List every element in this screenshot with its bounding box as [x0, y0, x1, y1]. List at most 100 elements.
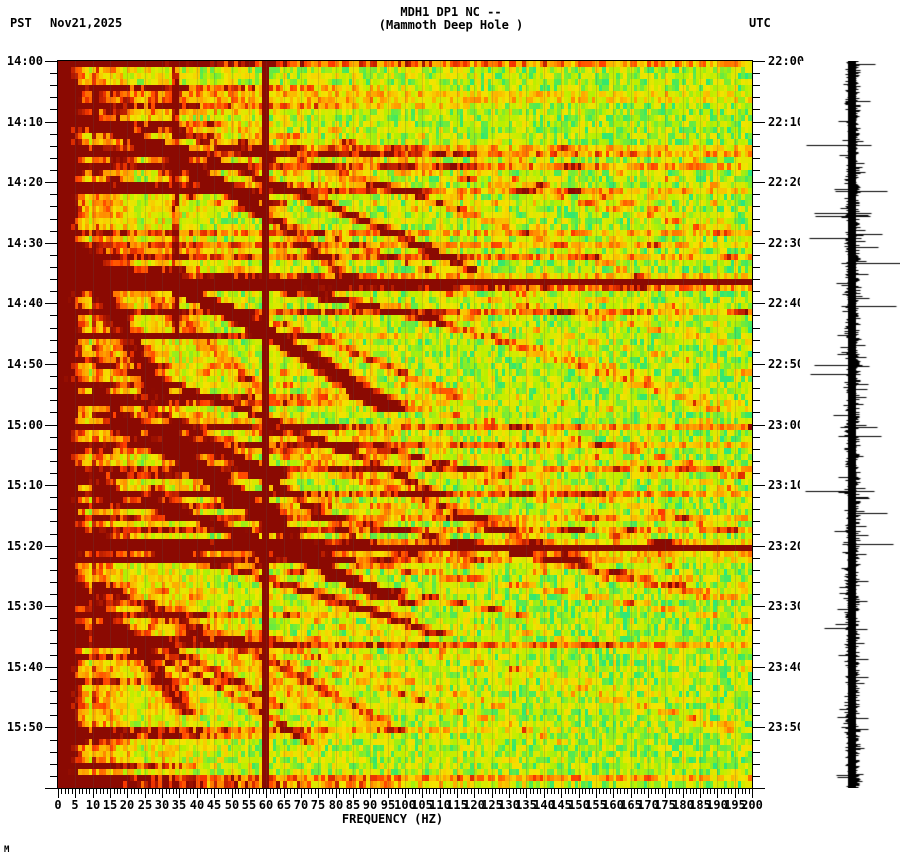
timezone-right-label: UTC [749, 16, 771, 30]
frequency-tick [72, 789, 73, 794]
time-tick-right [753, 473, 760, 474]
frequency-tick [384, 789, 385, 794]
time-tick-left [45, 788, 57, 789]
time-tick-left [50, 740, 57, 741]
frequency-tick [245, 789, 246, 794]
time-tick-right [753, 679, 760, 680]
time-tick-left [50, 655, 57, 656]
time-tick-left [50, 497, 57, 498]
time-tick-left [45, 667, 57, 668]
frequency-label: 10 [85, 798, 101, 812]
frequency-tick [308, 789, 309, 794]
frequency-tick [568, 789, 569, 794]
time-tick-left [45, 182, 57, 183]
time-label-pst: 15:40 [6, 660, 43, 674]
time-tick-right [753, 255, 760, 256]
frequency-tick [197, 789, 198, 798]
frequency-tick [679, 789, 680, 794]
time-tick-left [45, 303, 57, 304]
time-tick-right [753, 461, 760, 462]
time-tick-right [753, 546, 765, 547]
time-tick-left [50, 340, 57, 341]
frequency-tick [249, 789, 250, 798]
frequency-tick [443, 789, 444, 794]
time-tick-left [50, 643, 57, 644]
frequency-label: 50 [224, 798, 240, 812]
time-tick-right [753, 509, 760, 510]
frequency-tick [169, 789, 170, 794]
time-tick-right [753, 376, 760, 377]
frequency-tick [665, 789, 666, 798]
time-tick-left [50, 715, 57, 716]
time-label-pst: 15:30 [6, 599, 43, 613]
time-tick-left [50, 170, 57, 171]
frequency-label: 35 [171, 798, 187, 812]
time-label-utc: 23:00 [768, 418, 805, 432]
time-tick-right [753, 437, 760, 438]
time-label-utc: 23:40 [768, 660, 805, 674]
time-tick-right [753, 715, 760, 716]
seismogram-trace-panel[interactable] [800, 61, 900, 788]
frequency-tick [735, 789, 736, 798]
time-tick-left [50, 630, 57, 631]
time-tick-right [753, 521, 760, 522]
frequency-tick [634, 789, 635, 794]
time-tick-right [753, 291, 760, 292]
frequency-tick [693, 789, 694, 794]
frequency-tick [582, 789, 583, 794]
frequency-label: 25 [137, 798, 153, 812]
frequency-tick [159, 789, 160, 794]
frequency-tick [367, 789, 368, 794]
time-tick-right [753, 97, 760, 98]
time-label-pst: 14:30 [6, 236, 43, 250]
frequency-tick [592, 789, 593, 794]
time-tick-right [753, 425, 765, 426]
frequency-tick [242, 789, 243, 794]
frequency-label: 150 [568, 798, 590, 812]
frequency-label: 0 [54, 798, 62, 812]
frequency-tick [329, 789, 330, 794]
frequency-tick [572, 789, 573, 794]
frequency-tick [631, 789, 632, 798]
frequency-tick [301, 789, 302, 798]
frequency-tick [263, 789, 264, 794]
frequency-tick [200, 789, 201, 794]
time-tick-left [45, 425, 57, 426]
frequency-tick [266, 789, 267, 798]
frequency-tick [662, 789, 663, 794]
frequency-tick [558, 789, 559, 794]
frequency-tick [318, 789, 319, 798]
timezone-left-label: PST [10, 16, 32, 30]
time-tick-right [753, 134, 760, 135]
frequency-tick [96, 789, 97, 794]
frequency-tick [637, 789, 638, 794]
time-tick-left [45, 606, 57, 607]
frequency-tick [325, 789, 326, 794]
frequency-label: 60 [258, 798, 274, 812]
frequency-tick [120, 789, 121, 794]
frequency-label: 55 [241, 798, 257, 812]
x-axis-title: FREQUENCY (HZ) [341, 812, 444, 826]
frequency-label: 80 [328, 798, 344, 812]
time-label-utc: 23:50 [768, 720, 805, 734]
time-tick-right [753, 618, 760, 619]
frequency-tick [658, 789, 659, 794]
frequency-tick [551, 789, 552, 794]
time-tick-left [50, 521, 57, 522]
time-tick-left [45, 243, 57, 244]
page-subtitle: (Mammoth Deep Hole ) [378, 18, 524, 32]
frequency-tick [752, 789, 753, 798]
frequency-tick [436, 789, 437, 794]
spectrogram-plot[interactable] [58, 61, 752, 788]
frequency-tick [100, 789, 101, 794]
frequency-tick [207, 789, 208, 794]
frequency-label: 160 [602, 798, 624, 812]
frequency-tick [82, 789, 83, 794]
time-tick-left [50, 206, 57, 207]
seismogram-waveform [800, 61, 900, 788]
frequency-tick [124, 789, 125, 794]
frequency-tick [544, 789, 545, 798]
frequency-tick [450, 789, 451, 794]
frequency-tick [339, 789, 340, 794]
frequency-label: 30 [154, 798, 170, 812]
